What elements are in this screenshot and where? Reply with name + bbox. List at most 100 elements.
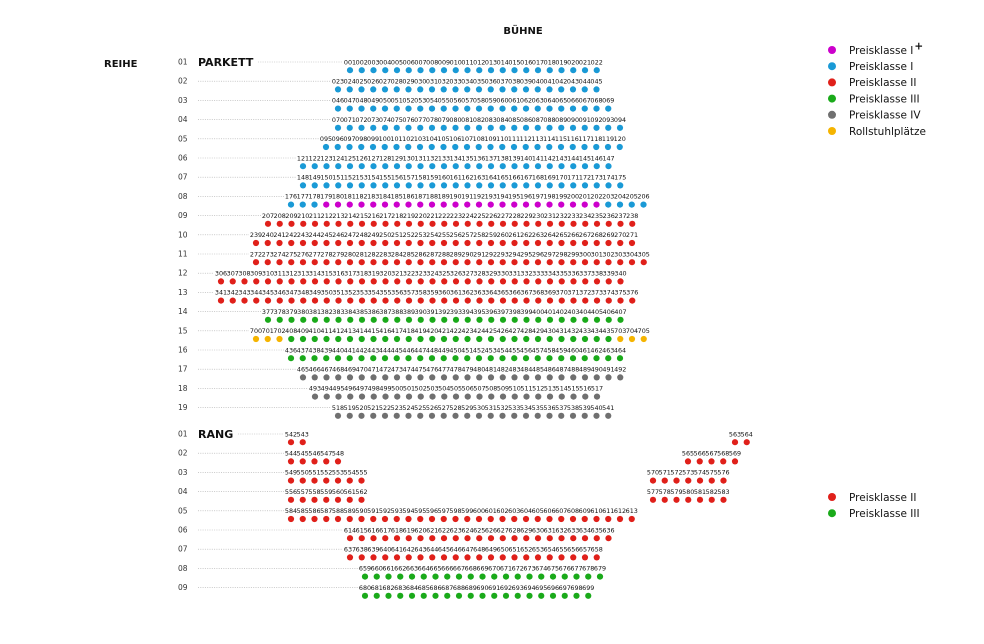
seat-432[interactable]: 432 xyxy=(567,327,579,343)
seat-571[interactable]: 571 xyxy=(659,469,671,484)
seat-560[interactable]: 560 xyxy=(332,488,344,503)
seat-dot[interactable] xyxy=(511,412,518,419)
seat-dot[interactable] xyxy=(405,297,413,304)
seat-314[interactable]: 314 xyxy=(309,270,321,285)
seat-dot[interactable] xyxy=(440,554,448,561)
seat-098[interactable]: 098 xyxy=(355,135,367,151)
seat-dot[interactable] xyxy=(358,105,365,112)
seat-dot[interactable] xyxy=(381,412,389,419)
seat-546[interactable]: 546 xyxy=(308,450,321,465)
seat-dot[interactable] xyxy=(511,67,518,74)
seat-dot[interactable] xyxy=(535,297,542,304)
seat-154[interactable]: 154 xyxy=(367,174,380,189)
seat-dot[interactable] xyxy=(499,182,506,189)
seat-dot[interactable] xyxy=(585,573,592,580)
seat-dot[interactable] xyxy=(534,412,541,419)
seat-dot[interactable] xyxy=(464,67,471,74)
seat-dot[interactable] xyxy=(393,182,401,189)
seat-028[interactable]: 028 xyxy=(391,78,403,93)
seat-520[interactable]: 520 xyxy=(355,404,368,419)
seat-256[interactable]: 256 xyxy=(450,231,462,247)
seat-dot[interactable] xyxy=(581,239,589,247)
seat-640[interactable]: 640 xyxy=(379,546,391,561)
seat-dot[interactable] xyxy=(628,201,635,208)
seat-188[interactable]: 188 xyxy=(426,193,438,208)
seat-515[interactable]: 515 xyxy=(567,385,580,400)
seat-216[interactable]: 216 xyxy=(368,212,380,227)
seat-199[interactable]: 199 xyxy=(555,193,567,208)
seat-590[interactable]: 590 xyxy=(355,507,368,523)
seat-066[interactable]: 066 xyxy=(567,97,579,112)
seat-607[interactable]: 607 xyxy=(555,507,567,523)
seat-167[interactable]: 167 xyxy=(520,174,532,189)
seat-dot[interactable] xyxy=(534,182,542,189)
seat-589[interactable]: 589 xyxy=(344,507,356,523)
seat-170[interactable]: 170 xyxy=(555,174,568,189)
seat-dot[interactable] xyxy=(605,239,612,247)
seat-120[interactable]: 120 xyxy=(614,135,626,151)
seat-359[interactable]: 359 xyxy=(426,289,439,304)
seat-002[interactable]: 002 xyxy=(356,58,368,74)
seat-dot[interactable] xyxy=(617,374,624,381)
seat-dot[interactable] xyxy=(287,496,295,503)
seat-365[interactable]: 365 xyxy=(497,289,509,304)
seat-006[interactable]: 006 xyxy=(403,58,415,74)
seat-561[interactable]: 561 xyxy=(344,488,356,503)
seat-dot[interactable] xyxy=(558,393,565,400)
seat-dot[interactable] xyxy=(464,239,471,247)
seat-491[interactable]: 491 xyxy=(602,366,615,381)
seat-487[interactable]: 487 xyxy=(555,366,568,381)
seat-650[interactable]: 650 xyxy=(497,546,509,561)
seat-dot[interactable] xyxy=(696,496,704,503)
seat-440[interactable]: 440 xyxy=(332,346,344,362)
seat-564[interactable]: 564 xyxy=(741,430,753,446)
seat-dot[interactable] xyxy=(358,393,366,400)
seat-017[interactable]: 017 xyxy=(532,58,544,74)
seat-696[interactable]: 696 xyxy=(547,584,559,599)
seat-dot[interactable] xyxy=(440,86,447,93)
seat-396[interactable]: 396 xyxy=(485,308,497,323)
seat-dot[interactable] xyxy=(475,86,483,93)
seat-dot[interactable] xyxy=(358,182,365,189)
seat-dot[interactable] xyxy=(452,554,459,561)
seat-dot[interactable] xyxy=(311,239,318,247)
seat-079[interactable]: 079 xyxy=(438,116,450,131)
seat-dot[interactable] xyxy=(511,86,518,93)
seat-dot[interactable] xyxy=(311,355,318,362)
seat-dot[interactable] xyxy=(346,163,354,170)
seat-dot[interactable] xyxy=(534,86,541,93)
seat-dot[interactable] xyxy=(491,573,498,580)
seat-dot[interactable] xyxy=(311,316,319,323)
seat-dot[interactable] xyxy=(429,259,436,266)
seat-613[interactable]: 613 xyxy=(626,507,638,523)
seat-dot[interactable] xyxy=(440,535,448,542)
seat-dot[interactable] xyxy=(605,278,612,285)
seat-dot[interactable] xyxy=(334,143,341,151)
seat-dot[interactable] xyxy=(441,278,448,285)
seat-528[interactable]: 528 xyxy=(449,404,462,419)
seat-208[interactable]: 208 xyxy=(274,212,286,227)
seat-dot[interactable] xyxy=(546,220,554,227)
seat-dot[interactable] xyxy=(487,259,495,266)
seat-378[interactable]: 378 xyxy=(274,308,286,323)
seat-dot[interactable] xyxy=(464,335,471,343)
seat-dot[interactable] xyxy=(323,393,330,400)
seat-072[interactable]: 072 xyxy=(355,116,368,131)
seat-dot[interactable] xyxy=(511,535,518,542)
seat-dot[interactable] xyxy=(276,316,283,323)
seat-dot[interactable] xyxy=(546,163,553,170)
seat-dot[interactable] xyxy=(417,335,424,343)
seat-dot[interactable] xyxy=(546,297,554,304)
seat-180[interactable]: 180 xyxy=(332,193,344,208)
seat-dot[interactable] xyxy=(382,535,389,542)
seat-524[interactable]: 524 xyxy=(402,404,415,419)
seat-dot[interactable] xyxy=(405,355,412,362)
seat-dot[interactable] xyxy=(452,355,459,362)
seat-137[interactable]: 137 xyxy=(485,154,497,170)
seat-021[interactable]: 021 xyxy=(579,58,591,74)
seat-dot[interactable] xyxy=(581,201,588,208)
seat-656[interactable]: 656 xyxy=(567,546,579,561)
seat-023[interactable]: 023 xyxy=(332,78,344,93)
seat-dot[interactable] xyxy=(287,355,295,362)
seat-dot[interactable] xyxy=(417,239,424,247)
